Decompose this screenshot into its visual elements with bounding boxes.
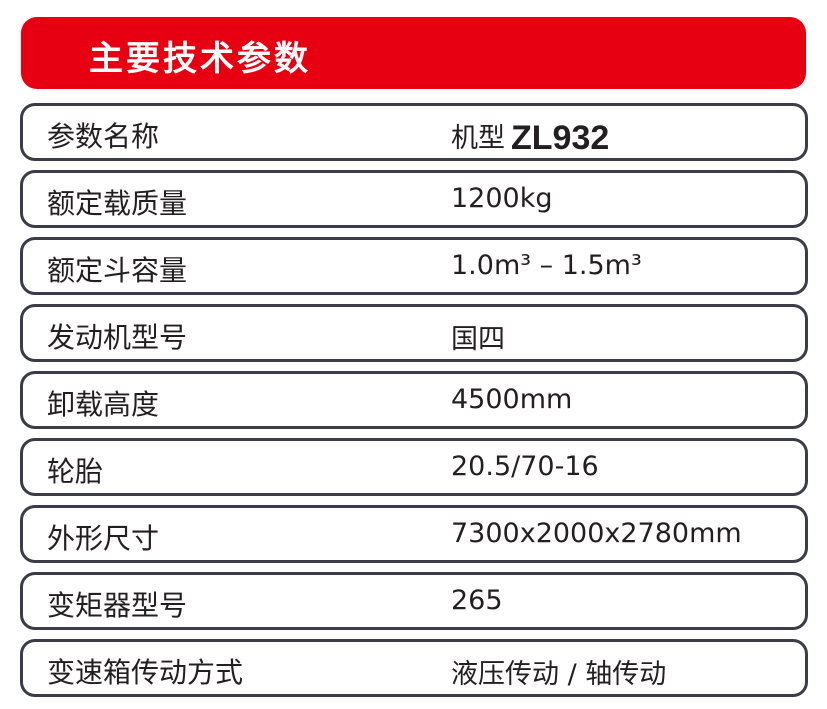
model-header: 机型 ZL932 bbox=[451, 116, 610, 157]
row-value: 20.5/70-16 bbox=[451, 451, 599, 482]
table-row: 外形尺寸 7300x2000x2780mm bbox=[20, 505, 808, 563]
title-banner: 主要技术参数 bbox=[21, 17, 806, 89]
row-label: 额定载质量 bbox=[47, 187, 188, 220]
row-value: 液压传动 / 轴传动 bbox=[451, 659, 667, 690]
row-value: 7300x2000x2780mm bbox=[451, 518, 742, 549]
row-value: 国四 bbox=[451, 324, 505, 355]
table-row: 轮胎 20.5/70-16 bbox=[20, 438, 808, 496]
row-value: 1.0m³ – 1.5m³ bbox=[451, 250, 642, 281]
table-row: 额定载质量 1200kg bbox=[20, 170, 808, 228]
row-label: 变速箱传动方式 bbox=[47, 656, 244, 689]
table-row: 变速箱传动方式 液压传动 / 轴传动 bbox=[20, 639, 808, 697]
row-label: 发动机型号 bbox=[47, 321, 188, 354]
table-row: 发动机型号 国四 bbox=[20, 304, 808, 362]
table-row: 卸载高度 4500mm bbox=[20, 371, 808, 429]
table-row: 变矩器型号 265 bbox=[20, 572, 808, 630]
row-value: 1200kg bbox=[451, 183, 553, 214]
page-title: 主要技术参数 bbox=[89, 39, 311, 79]
table-header-row: 参数名称 机型 ZL932 bbox=[20, 103, 808, 161]
row-label: 轮胎 bbox=[47, 455, 104, 488]
row-label: 额定斗容量 bbox=[47, 254, 188, 287]
param-name-header: 参数名称 bbox=[47, 120, 160, 153]
table-row: 额定斗容量 1.0m³ – 1.5m³ bbox=[20, 237, 808, 295]
row-value: 4500mm bbox=[451, 384, 573, 415]
model-prefix: 机型 bbox=[451, 123, 505, 154]
row-label: 变矩器型号 bbox=[47, 589, 188, 622]
model-name: ZL932 bbox=[511, 119, 610, 157]
row-label: 外形尺寸 bbox=[47, 522, 160, 555]
row-label: 卸载高度 bbox=[47, 388, 160, 421]
row-value: 265 bbox=[451, 585, 503, 616]
